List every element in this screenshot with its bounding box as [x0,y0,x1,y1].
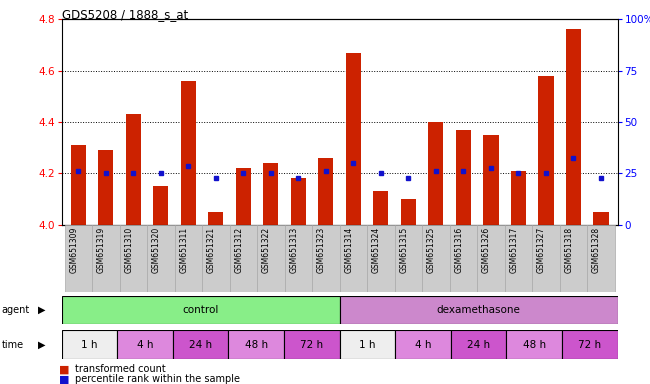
Bar [173,330,229,359]
Bar [62,330,117,359]
Text: control: control [183,305,219,315]
Bar [593,212,608,225]
Bar [236,168,251,225]
Bar [395,330,451,359]
Bar [484,135,499,225]
Bar [71,145,86,225]
Bar [538,76,554,225]
Bar [504,225,532,292]
Text: GSM651313: GSM651313 [289,227,298,273]
Text: ■: ■ [58,364,69,374]
Text: GSM651323: GSM651323 [317,227,326,273]
Bar [451,330,506,359]
Bar [64,225,92,292]
Text: GSM651315: GSM651315 [399,227,408,273]
Bar [229,330,284,359]
Bar [62,296,339,324]
Bar [401,199,416,225]
Bar [257,225,285,292]
Bar [450,225,477,292]
Bar [147,225,175,292]
Text: GSM651311: GSM651311 [179,227,188,273]
Bar [339,296,618,324]
Text: GSM651328: GSM651328 [592,227,601,273]
Text: 1 h: 1 h [81,339,98,350]
Bar [506,330,562,359]
Text: agent: agent [1,305,29,315]
Bar [339,330,395,359]
Text: GSM651310: GSM651310 [124,227,133,273]
Text: 72 h: 72 h [300,339,324,350]
Bar [181,81,196,225]
Bar [125,114,141,225]
Bar [202,225,229,292]
Text: GSM651320: GSM651320 [152,227,161,273]
Text: 1 h: 1 h [359,339,376,350]
Bar [373,191,389,225]
Bar [175,225,202,292]
Text: GSM651327: GSM651327 [537,227,546,273]
Text: 72 h: 72 h [578,339,601,350]
Text: GSM651317: GSM651317 [510,227,519,273]
Bar [566,30,581,225]
Text: dexamethasone: dexamethasone [437,305,521,315]
Text: ■: ■ [58,374,69,384]
Bar [562,330,618,359]
Bar [339,225,367,292]
Text: 4 h: 4 h [137,339,153,350]
Bar [285,225,312,292]
Text: transformed count: transformed count [75,364,166,374]
Text: GSM651324: GSM651324 [372,227,381,273]
Text: GSM651319: GSM651319 [97,227,106,273]
Bar [117,330,173,359]
Bar [560,225,587,292]
Text: GSM651309: GSM651309 [70,227,78,273]
Bar [367,225,395,292]
Bar [92,225,120,292]
Bar [532,225,560,292]
Text: GSM651314: GSM651314 [344,227,354,273]
Bar [208,212,224,225]
Text: GSM651325: GSM651325 [427,227,436,273]
Text: GSM651321: GSM651321 [207,227,216,273]
Text: 24 h: 24 h [467,339,490,350]
Text: 4 h: 4 h [415,339,431,350]
Bar [395,225,422,292]
Bar [422,225,450,292]
Text: GSM651318: GSM651318 [564,227,573,273]
Bar [477,225,504,292]
Bar [291,179,306,225]
Bar [229,225,257,292]
Text: 48 h: 48 h [244,339,268,350]
Bar [456,130,471,225]
Bar [263,163,278,225]
Bar [318,158,333,225]
Text: GSM651326: GSM651326 [482,227,491,273]
Text: GDS5208 / 1888_s_at: GDS5208 / 1888_s_at [62,8,188,22]
Bar [312,225,339,292]
Text: 48 h: 48 h [523,339,546,350]
Text: 24 h: 24 h [189,339,213,350]
Bar [428,122,443,225]
Bar [346,53,361,225]
Text: ▶: ▶ [38,339,46,350]
Text: GSM651312: GSM651312 [235,227,243,273]
Bar [98,150,113,225]
Bar [284,330,339,359]
Bar [120,225,147,292]
Text: GSM651316: GSM651316 [454,227,463,273]
Bar [153,186,168,225]
Text: time: time [1,339,23,350]
Text: percentile rank within the sample: percentile rank within the sample [75,374,240,384]
Bar [587,225,615,292]
Text: GSM651322: GSM651322 [262,227,271,273]
Bar [511,171,526,225]
Text: ▶: ▶ [38,305,46,315]
